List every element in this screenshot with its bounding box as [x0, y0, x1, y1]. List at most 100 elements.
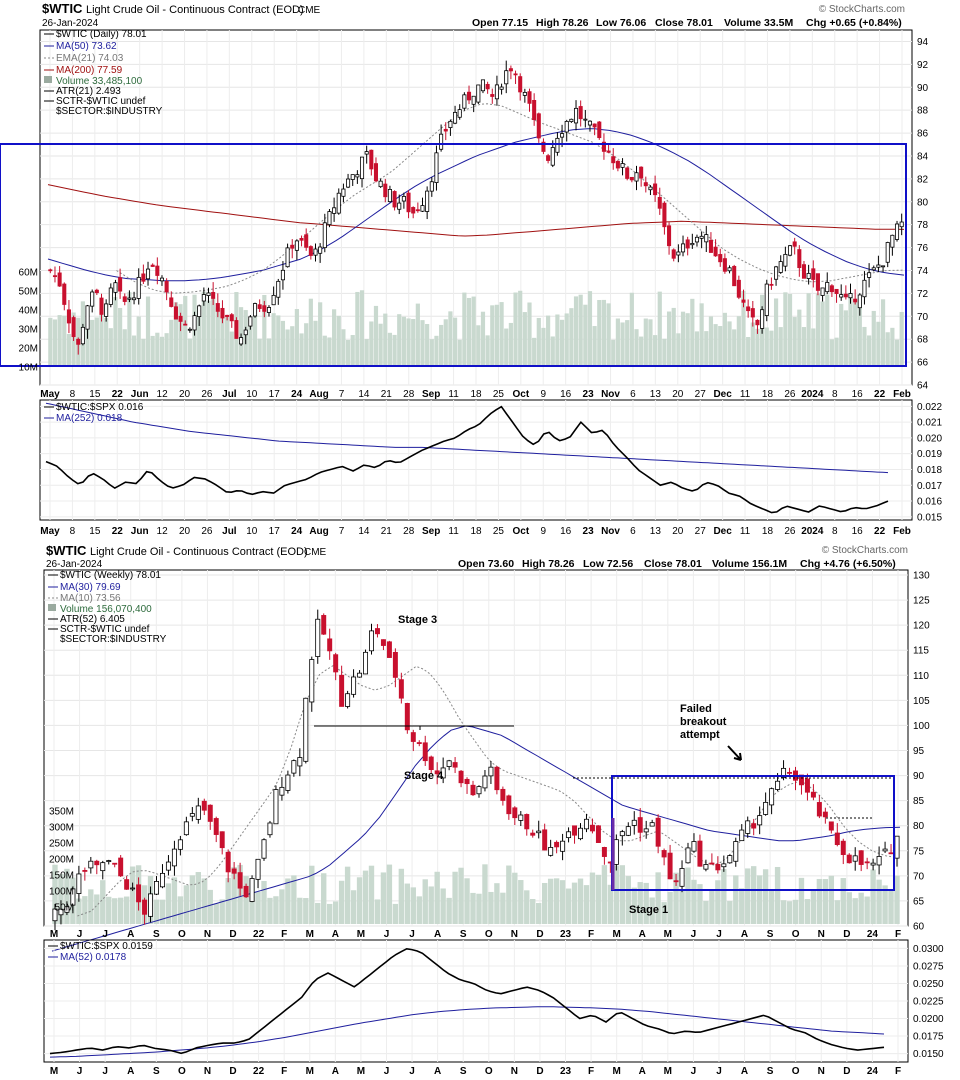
candle-down — [57, 272, 62, 287]
volume-bar — [448, 311, 453, 365]
candle-up — [90, 291, 95, 307]
volume-bar — [643, 318, 648, 365]
candle-up — [825, 282, 830, 293]
candle-down — [392, 191, 397, 208]
candle-down — [741, 299, 746, 303]
candle-up — [890, 234, 895, 248]
candle-down — [527, 91, 532, 104]
candle-up — [159, 277, 165, 282]
volume-bar — [648, 319, 653, 365]
candle-up — [397, 202, 402, 210]
candle-down — [629, 176, 634, 181]
x-tick-label: 23 — [583, 389, 595, 400]
x-tick-label: Nov — [601, 389, 620, 400]
candle-down — [637, 817, 643, 833]
volume-bar — [589, 872, 596, 924]
volume-bar — [786, 901, 793, 924]
x-tick-label: 13 — [650, 389, 662, 400]
ratio-x-tick-label: 17 — [269, 526, 281, 537]
ratio-line — [45, 405, 889, 514]
ratio-x-tick-label: 23 — [560, 1066, 572, 1077]
volume-bar — [344, 866, 351, 924]
ratio-x-tick-label: M — [50, 1066, 58, 1077]
ratio-x-tick-label: Jun — [131, 526, 149, 537]
x-tick-label: 14 — [358, 389, 370, 400]
volume-bar — [843, 310, 848, 365]
volume-bar — [401, 316, 406, 365]
x-tick-label: M — [664, 929, 672, 940]
ma50-line — [47, 128, 905, 282]
volume-bar — [471, 296, 476, 365]
volume-bar — [773, 298, 779, 365]
volume-bar — [171, 877, 178, 924]
candle-down — [383, 183, 388, 198]
volume-bar — [57, 315, 62, 365]
candle-up — [64, 906, 70, 913]
annotation-stage3: Stage 3 — [398, 614, 437, 626]
volume-bar — [697, 884, 703, 924]
volume-bar — [434, 871, 440, 924]
ratio-y-tick-label: 0.015 — [917, 512, 942, 523]
volume-bar — [508, 322, 513, 365]
y-tick-label: 85 — [913, 796, 925, 807]
candle-up — [104, 303, 109, 317]
volume-bar — [206, 300, 211, 365]
volume-bar — [392, 334, 397, 365]
volume-bar — [871, 310, 876, 365]
candle-up — [518, 814, 524, 821]
daily-date-axis: May 8 15 22 Jun 12 20 26 Jul 10 17 24 Aug 7 14 21 28 Sep 1… — [40, 389, 911, 400]
volume-bar — [313, 320, 318, 365]
volume-bar — [99, 307, 104, 365]
x-tick-label: 21 — [381, 389, 393, 400]
weekly-change: Chg +4.76 (+6.50%) — [800, 558, 896, 570]
ratio-x-tick-label: Jul — [222, 526, 237, 537]
candle-up — [313, 248, 318, 256]
volume-bar — [362, 870, 369, 924]
volume-bar — [386, 864, 393, 924]
candle-up — [148, 893, 154, 917]
candle-down — [792, 241, 797, 247]
weekly-candles — [52, 609, 900, 931]
candle-down — [141, 273, 146, 282]
volume-bar — [494, 304, 500, 365]
volume-bar — [718, 326, 723, 365]
candle-up — [345, 693, 351, 707]
volume-bar — [839, 303, 844, 365]
candle-up — [634, 172, 639, 182]
ratio-y-tick-label: 0.021 — [917, 418, 942, 429]
ratio-x-tick-label: Sep — [422, 526, 440, 537]
ratio-x-tick-label: N — [511, 1066, 518, 1077]
volume-bar — [756, 875, 763, 924]
ratio-x-tick-label: 22 — [253, 1066, 265, 1077]
volume-tick-label: 250M — [49, 839, 74, 850]
x-tick-label: 10 — [246, 389, 258, 400]
x-tick-label: 26 — [201, 389, 213, 400]
ratio-x-tick-label: J — [77, 1066, 83, 1077]
x-tick-label: Jul — [222, 389, 237, 400]
volume-bar — [327, 337, 332, 365]
weekly-ratio-grid — [44, 940, 908, 1062]
y-tick-label: 60 — [913, 922, 925, 933]
candle-up — [787, 245, 793, 256]
annotation-stage1: Stage 1 — [629, 904, 668, 916]
y-tick-label: 95 — [913, 746, 925, 757]
candle-up — [727, 267, 732, 272]
ratio-x-tick-label: 24 — [867, 1066, 879, 1077]
candle-down — [422, 742, 428, 762]
legend-w-atr: ATR(52) 6.405 — [60, 614, 125, 625]
y-tick-label: 82 — [917, 174, 929, 185]
candle-up — [267, 822, 273, 836]
candle-up — [201, 294, 206, 302]
x-tick-label: 16 — [560, 389, 572, 400]
x-tick-label: Oct — [513, 389, 530, 400]
volume-bar — [615, 318, 620, 365]
candle-up — [625, 826, 631, 836]
volume-bar — [66, 333, 72, 365]
candle-up — [781, 767, 787, 778]
volume-bar — [52, 319, 58, 365]
y-tick-label: 68 — [917, 335, 929, 346]
volume-bar — [173, 302, 179, 365]
daily-ratio-lines — [45, 402, 889, 514]
volume-bar — [392, 903, 399, 924]
volume-bar — [822, 879, 829, 924]
